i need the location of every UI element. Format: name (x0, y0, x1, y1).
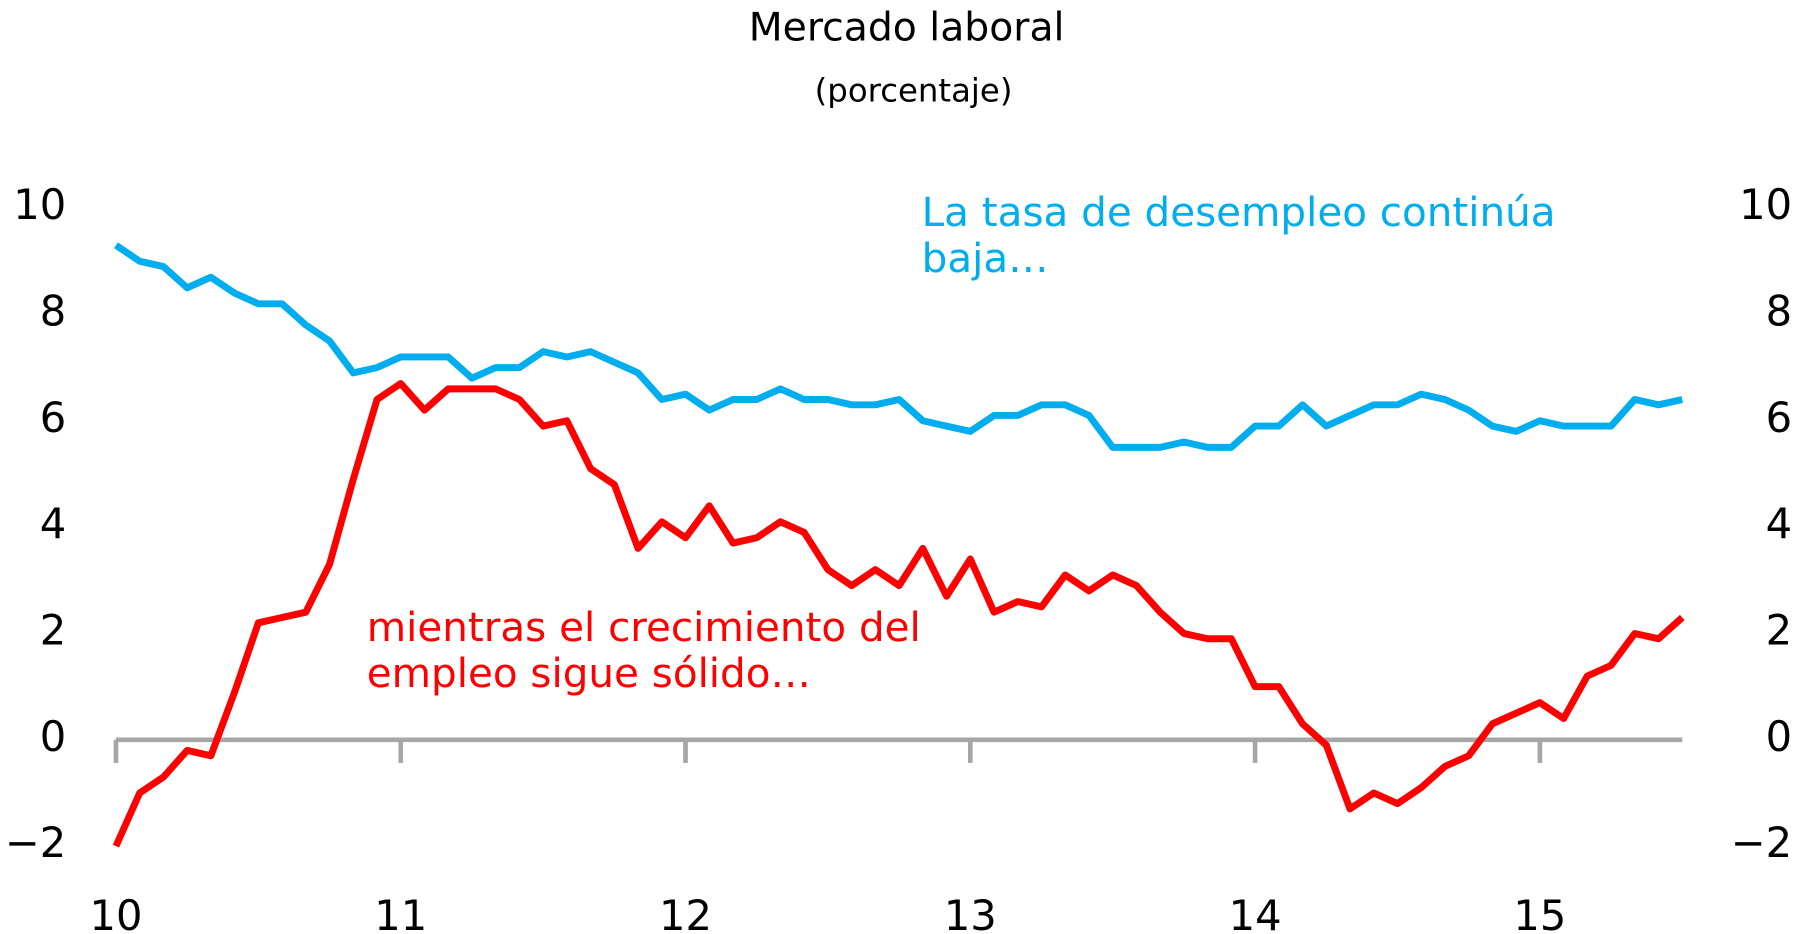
y-tick-label: −2 (5, 818, 66, 867)
annotation: baja… (922, 234, 1049, 282)
y-tick-label: 10 (13, 180, 66, 229)
x-tick-label: 10 (89, 891, 142, 934)
y2-tick-label: 0 (1766, 712, 1792, 761)
annotation: La tasa de desempleo continúa (922, 188, 1556, 236)
y2-tick-label: 10 (1739, 180, 1792, 229)
chart-title: Mercado laboral (749, 6, 1065, 51)
y-tick-label: 8 (40, 286, 66, 335)
x-tick-label: 11 (374, 891, 427, 934)
y2-tick-label: 4 (1766, 499, 1792, 548)
y-tick-label: 0 (40, 712, 66, 761)
annotation: empleo sigue sólido… (367, 649, 811, 697)
y-tick-label: 6 (40, 393, 66, 442)
x-tick-label: 12 (659, 891, 712, 934)
series-line (112, 380, 1685, 848)
annotation: mientras el crecimiento del (367, 603, 921, 651)
y2-tick-label: 2 (1766, 605, 1792, 654)
y2-tick-label: 6 (1766, 393, 1792, 442)
y-tick-label: 4 (40, 499, 66, 548)
x-tick-label: 14 (1229, 891, 1282, 934)
y-tick-label: 2 (40, 605, 66, 654)
x-tick-label: 13 (944, 891, 997, 934)
y2-tick-label: 8 (1766, 286, 1792, 335)
series-line (114, 242, 1684, 451)
chart-subtitle: (porcentaje) (815, 71, 1013, 109)
x-tick-label: 15 (1513, 891, 1566, 934)
y2-tick-label: −2 (1731, 818, 1792, 867)
